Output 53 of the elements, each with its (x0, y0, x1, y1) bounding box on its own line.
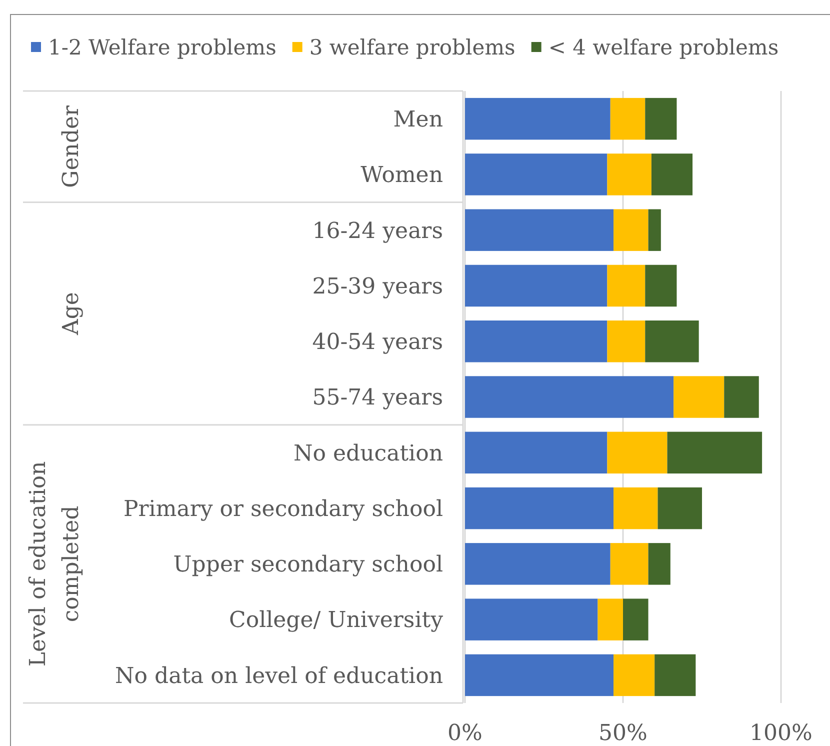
x-tick-label: 0% (448, 721, 482, 746)
y-tick-label: Women (360, 163, 443, 188)
bar (607, 154, 652, 196)
bar (645, 264, 677, 307)
bar (465, 154, 608, 196)
bar (465, 487, 614, 530)
bar (645, 320, 699, 362)
y-tick-label: No data on level of education (115, 664, 443, 689)
text: Level of education completed (26, 461, 84, 667)
bar (614, 654, 655, 696)
text: Age (59, 292, 84, 336)
bar (465, 264, 608, 307)
y-tick-label: No education (294, 441, 443, 466)
bar (607, 320, 646, 362)
y-tick-label: Primary or secondary school (123, 496, 443, 522)
bar (610, 98, 646, 140)
y-tick-label: Upper secondary school (173, 552, 443, 578)
y-tick-label: 55-74 years (312, 386, 443, 411)
bar (610, 543, 648, 585)
bar (465, 320, 608, 362)
bar (651, 154, 693, 196)
bar (607, 264, 646, 307)
bar (465, 98, 610, 140)
bar (465, 598, 598, 640)
y-tick-label: Men (393, 108, 443, 133)
text: Gender (59, 104, 84, 188)
x-tick-label: 100% (750, 721, 812, 746)
legend-label: < 4 welfare problems (548, 35, 779, 60)
legend-label: 1-2 Welfare problems (48, 35, 276, 60)
y-tick-label: College/ University (229, 608, 444, 634)
bar (465, 209, 614, 251)
bar (724, 376, 759, 418)
y-tick-label: 40-54 years (312, 330, 443, 356)
bar (645, 98, 677, 140)
bar (465, 432, 608, 474)
y-tick-label: 25-39 years (312, 274, 443, 300)
bar (658, 487, 702, 530)
legend-label: 3 welfare problems (309, 35, 516, 60)
bar (648, 209, 661, 251)
bar (674, 376, 724, 418)
bar (465, 376, 674, 418)
bar (623, 598, 648, 640)
bar (654, 654, 696, 696)
bar (598, 598, 623, 640)
bar (667, 432, 762, 474)
bar (607, 432, 668, 474)
bar (648, 543, 670, 585)
bar (614, 487, 658, 530)
x-tick-label: 50% (598, 721, 648, 746)
bar (465, 654, 614, 696)
y-tick-label: 16-24 years (312, 218, 443, 244)
bar (465, 543, 610, 585)
bar (614, 209, 648, 251)
